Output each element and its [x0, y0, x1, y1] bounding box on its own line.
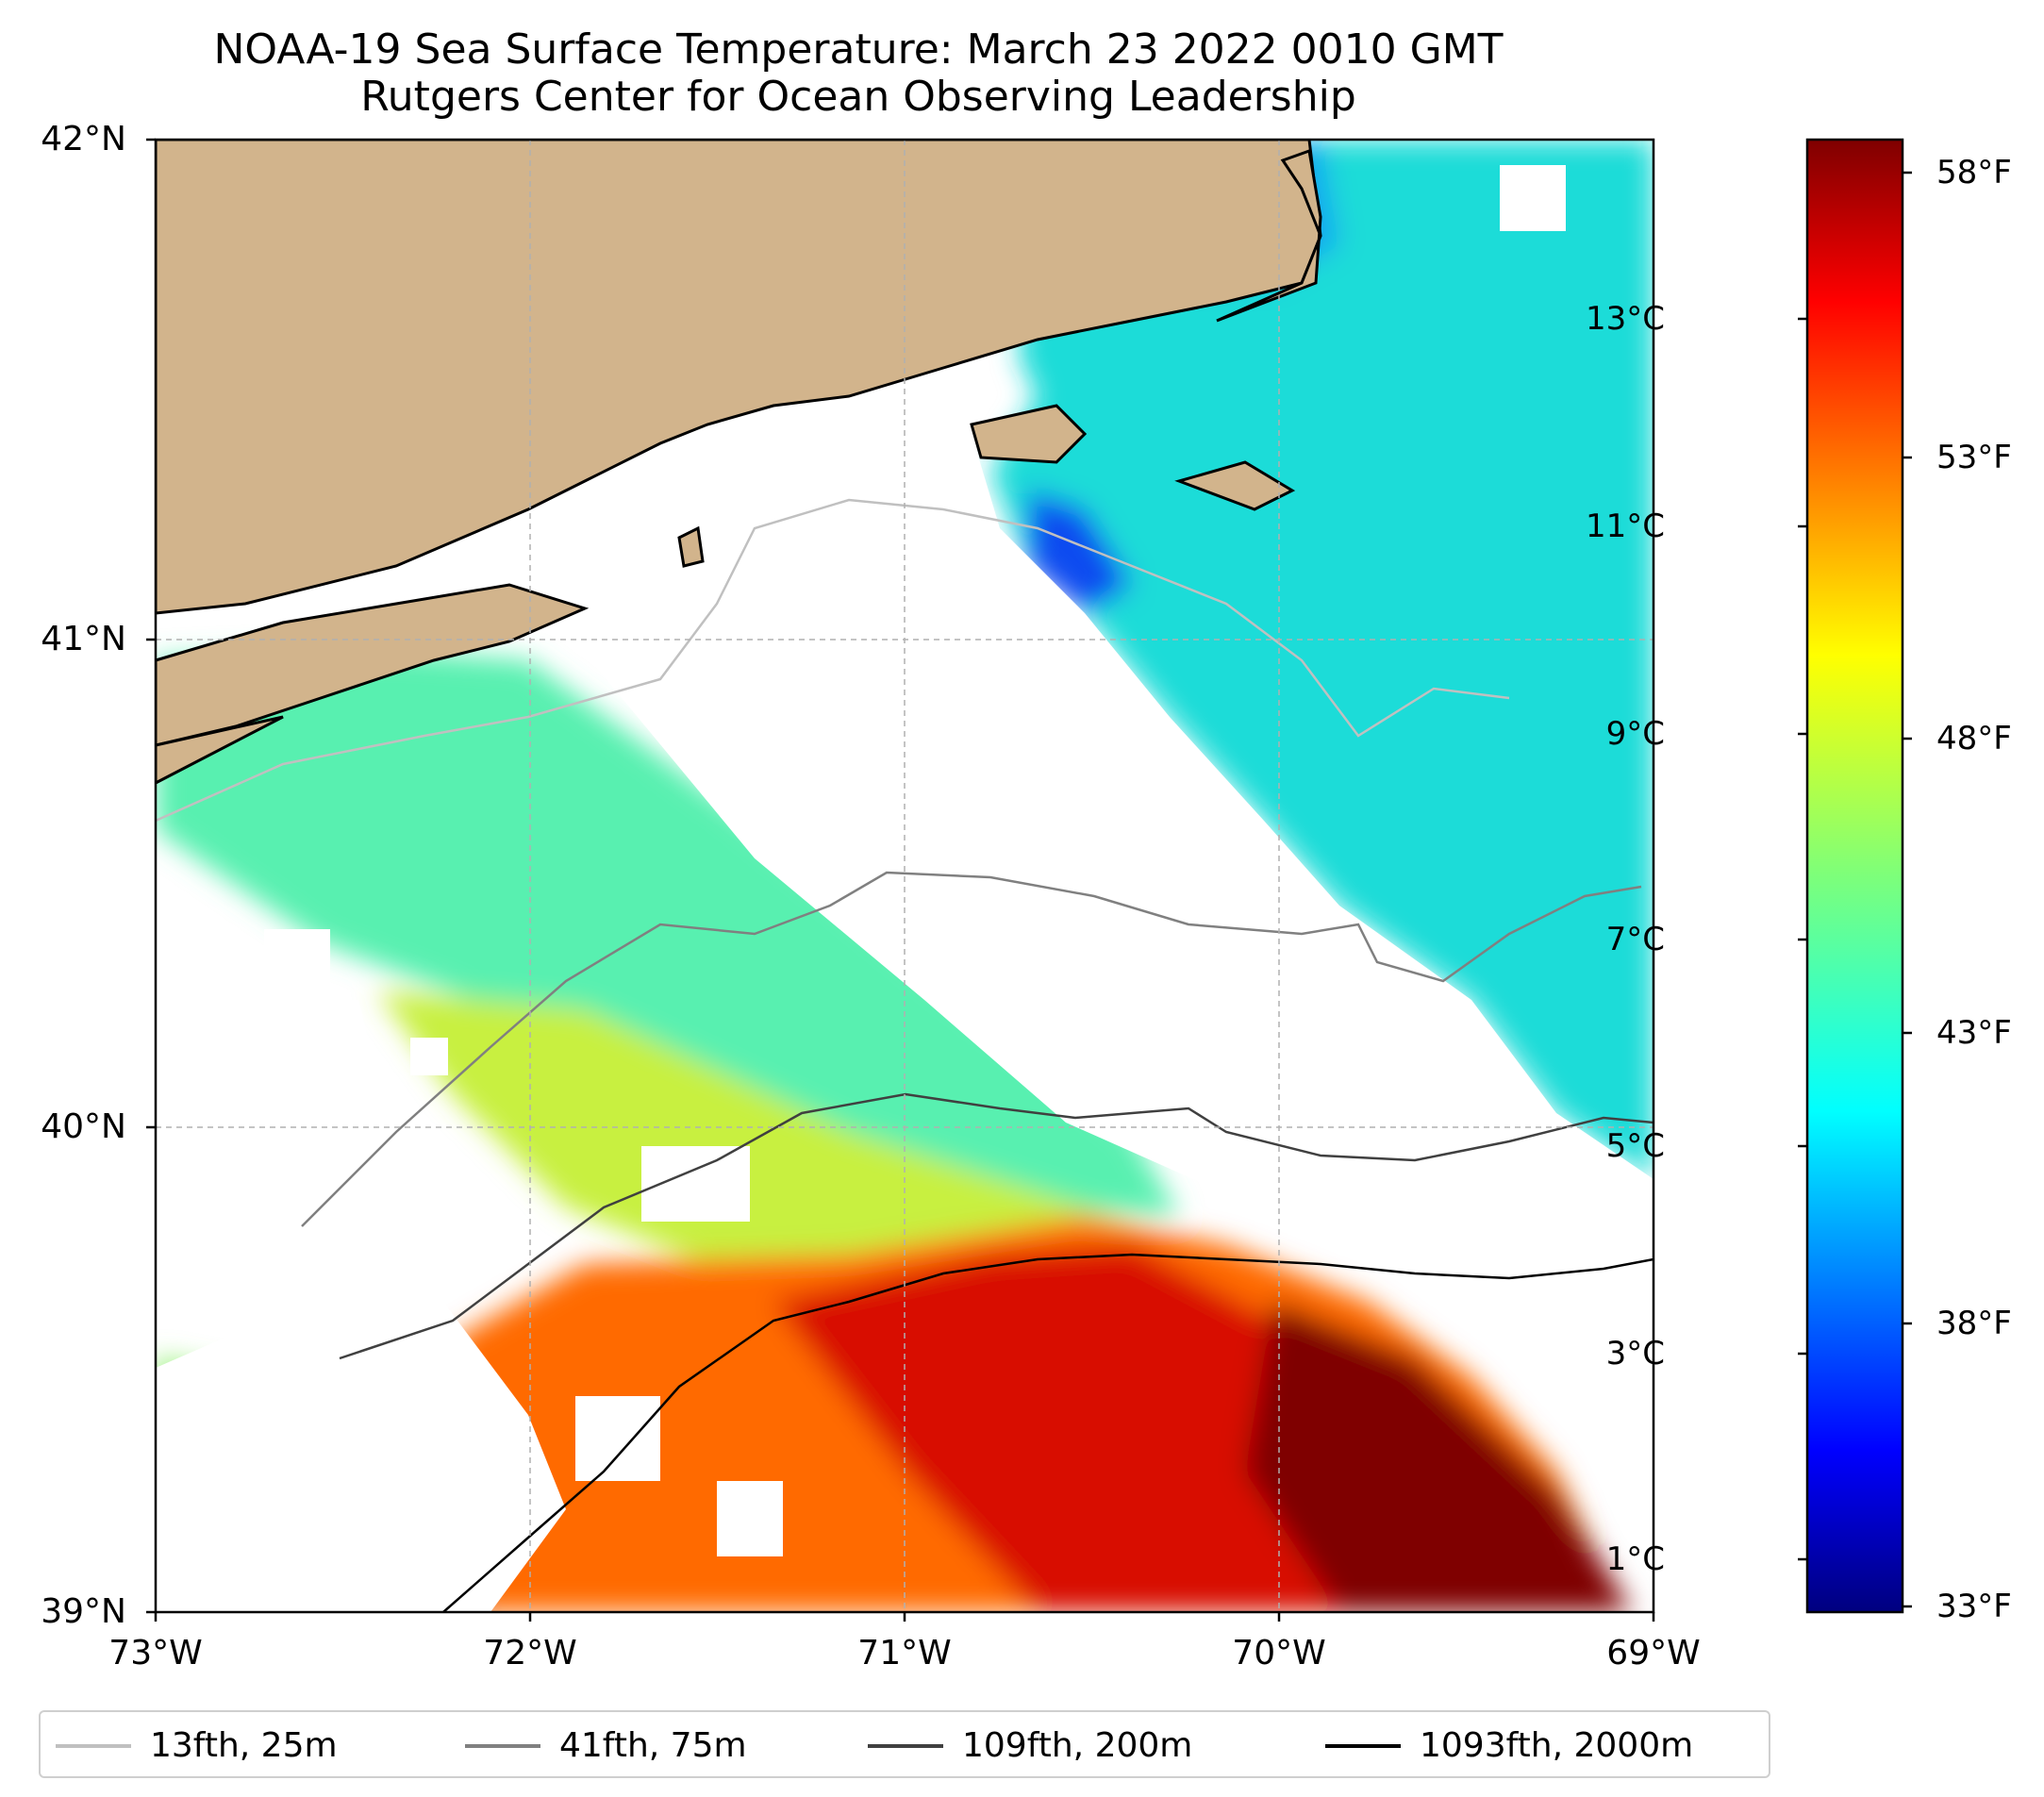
- lon-label-73: 73°W: [108, 1634, 203, 1672]
- cloud-patch-6: [1500, 165, 1566, 231]
- cloud-patch-1: [264, 929, 330, 1005]
- lon-label-71: 71°W: [857, 1634, 952, 1672]
- isobath-25m: [156, 498, 1510, 823]
- legend-swatch-25m: [56, 1744, 131, 1748]
- legend-swatch-200m: [868, 1744, 943, 1748]
- legend-label-75m: 41fth, 75m: [559, 1726, 747, 1765]
- land-block-island: [677, 525, 705, 568]
- cloud-gap-west: [156, 1000, 566, 1612]
- land-masses: [156, 140, 1322, 785]
- colorbar-label-43f: 43°F: [1936, 1014, 2012, 1052]
- legend-swatch-2000m: [1325, 1744, 1401, 1748]
- colorbar-ticks: [1798, 171, 1912, 1608]
- sst-central-yellow: [377, 990, 1226, 1302]
- lon-label-72: 72°W: [483, 1634, 577, 1672]
- colorbar: [1805, 138, 1904, 1614]
- cloud-patch-4: [575, 1396, 660, 1481]
- lat-label-40: 40°N: [41, 1107, 126, 1146]
- lat-label-42: 42°N: [41, 120, 126, 158]
- colorbar-label-7c: 7°C: [1605, 921, 1665, 958]
- land-marthas-vineyard: [970, 404, 1088, 464]
- sst-central-green: [156, 651, 1179, 1217]
- colorbar-label-53f: 53°F: [1936, 439, 2012, 476]
- land-cape-cod: [1216, 148, 1322, 323]
- legend-label-2000m: 1093fth, 2000m: [1420, 1726, 1694, 1765]
- isobath-75m: [301, 871, 1642, 1227]
- colorbar-label-3c: 3°C: [1605, 1335, 1665, 1373]
- map-subtitle: Rutgers Center for Ocean Observing Leade…: [360, 73, 1356, 121]
- isobaths: [156, 498, 1653, 1612]
- legend-swatch-75m: [465, 1744, 540, 1748]
- colorbar-label-11c: 11°C: [1585, 507, 1665, 545]
- map-title: NOAA-19 Sea Surface Temperature: March 2…: [213, 25, 1504, 74]
- axis-ticks: [146, 138, 1655, 1622]
- colorbar-label-58f: 58°F: [1936, 154, 2012, 191]
- sst-south-darkred: [1245, 1302, 1632, 1612]
- cloud-gaps: [156, 165, 1653, 1612]
- legend: 13fth, 25m 41fth, 75m 109fth, 200m 1093f…: [39, 1710, 1770, 1778]
- land-nantucket: [1174, 460, 1296, 511]
- colorbar-label-1c: 1°C: [1605, 1540, 1665, 1578]
- lon-label-69: 69°W: [1606, 1634, 1701, 1672]
- map-area: [156, 140, 1653, 1612]
- gridlines: [156, 140, 1653, 1612]
- land-long-island-tip: [156, 715, 284, 785]
- colorbar-label-38f: 38°F: [1936, 1305, 2012, 1342]
- colorbar-label-9c: 9°C: [1605, 715, 1665, 753]
- isobath-200m: [339, 1092, 1653, 1360]
- colorbar-label-33f: 33°F: [1936, 1588, 2012, 1625]
- colorbar-label-13c: 13°C: [1585, 300, 1665, 338]
- legend-label-25m: 13fth, 25m: [150, 1726, 338, 1765]
- cloud-gap-main: [528, 415, 1653, 1330]
- colorbar-label-5c: 5°C: [1605, 1127, 1665, 1165]
- sst-northeast-swath: [990, 140, 1653, 1179]
- lat-label-41: 41°N: [41, 620, 126, 658]
- legend-label-200m: 109fth, 200m: [962, 1726, 1193, 1765]
- cloud-patch-2: [410, 1038, 448, 1075]
- lon-label-70: 70°W: [1232, 1634, 1326, 1672]
- isobath-2000m: [442, 1253, 1653, 1612]
- cloud-patch-5: [717, 1481, 783, 1556]
- colorbar-label-48f: 48°F: [1936, 720, 2012, 757]
- lat-label-39: 39°N: [41, 1592, 126, 1631]
